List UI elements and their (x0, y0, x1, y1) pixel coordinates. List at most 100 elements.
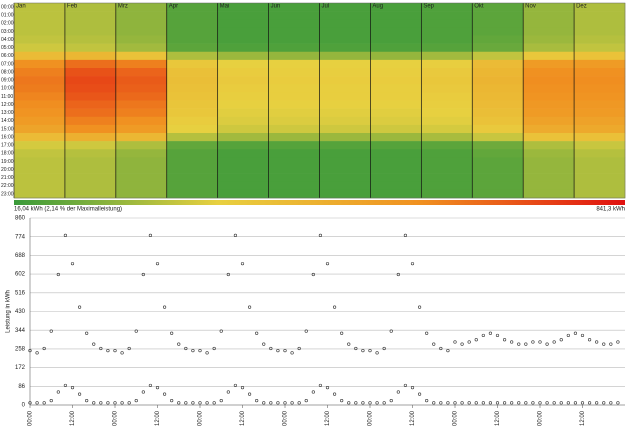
heat-cell (166, 108, 218, 118)
point (524, 342, 528, 346)
heat-cell (574, 76, 626, 85)
colorbar (14, 200, 625, 205)
heat-cell (268, 11, 320, 20)
point (510, 340, 514, 344)
point (502, 401, 507, 405)
heat-cell (472, 84, 524, 93)
heat-cell (14, 76, 66, 85)
x-tick-label: 00:00 (113, 410, 119, 426)
point (106, 401, 110, 405)
hour-label: 13:00 (1, 110, 14, 116)
point (552, 340, 556, 344)
point (382, 346, 386, 351)
y-tick-label: 172 (15, 365, 26, 371)
heat-cell (166, 133, 218, 142)
point (432, 401, 436, 405)
heat-cell (217, 149, 269, 158)
month-label: Dez (576, 4, 587, 10)
x-tick-label: 12:00 (495, 410, 501, 426)
point (290, 401, 294, 405)
heat-cell (268, 76, 320, 85)
heat-cell (115, 108, 168, 118)
heat-cell (574, 68, 626, 77)
heat-cell (370, 141, 422, 150)
heat-cell (14, 59, 66, 69)
heat-cell (268, 35, 320, 44)
x-tick-label: 00:00 (538, 410, 544, 426)
point (587, 401, 592, 405)
heat-cell (14, 181, 66, 191)
heat-cell (166, 116, 218, 126)
heat-cell (421, 59, 473, 69)
heat-cell (472, 76, 524, 85)
hour-label: 04:00 (1, 37, 14, 43)
point (488, 331, 493, 335)
month-label: Aug (372, 4, 383, 10)
heat-cell (421, 3, 473, 12)
point (148, 233, 153, 237)
point (318, 233, 323, 237)
month-label: Jun (271, 4, 281, 10)
heat-cell (574, 165, 626, 174)
heat-cell (523, 11, 575, 20)
point (616, 401, 620, 405)
heat-cell (268, 189, 320, 199)
heat-cell (217, 92, 269, 101)
point (240, 386, 245, 390)
point (198, 349, 202, 353)
heat-cell (217, 51, 269, 61)
heat-cell (574, 43, 626, 53)
heat-cell (421, 51, 473, 61)
x-tick-label: 12:00 (240, 410, 246, 426)
point (595, 401, 599, 405)
heat-cell (472, 27, 524, 36)
heat-cell (472, 124, 524, 134)
heat-cell (268, 173, 320, 183)
heat-cell (166, 3, 218, 12)
point (425, 331, 429, 335)
heat-cell (115, 141, 168, 150)
point (226, 272, 230, 277)
heat-cell (217, 173, 269, 183)
heat-cell (115, 181, 168, 191)
heat-cell (319, 19, 371, 28)
heat-cell (421, 35, 473, 44)
heat-cell (166, 92, 218, 101)
point (283, 349, 287, 353)
heat-cell (523, 84, 575, 93)
heat-cell (523, 100, 575, 109)
heat-cell (64, 43, 117, 53)
point (134, 329, 138, 333)
point (474, 338, 478, 342)
point (325, 262, 330, 266)
heat-cell (574, 149, 626, 158)
heat-cell (523, 76, 575, 85)
y-tick-label: 860 (15, 216, 26, 222)
heat-cell (166, 141, 218, 150)
point (191, 349, 195, 353)
heat-cell (64, 51, 117, 61)
point (28, 349, 32, 353)
heat-cell (268, 141, 320, 150)
heat-cell (64, 133, 117, 142)
point (311, 390, 315, 394)
heat-cell (319, 76, 371, 85)
point (396, 272, 400, 277)
point (538, 401, 542, 405)
heat-cell (268, 157, 320, 166)
heat-cell (319, 149, 371, 158)
heat-cell (472, 189, 524, 199)
point (269, 346, 273, 351)
point (340, 399, 344, 403)
heat-cell (370, 133, 422, 142)
point (573, 331, 578, 335)
heat-cell (319, 92, 371, 101)
point (170, 399, 174, 403)
point (453, 401, 457, 405)
heat-cell (472, 116, 524, 126)
point (361, 349, 365, 353)
heat-cell (64, 35, 117, 44)
heat-cell (14, 108, 66, 118)
point (545, 342, 549, 346)
heat-cell (523, 92, 575, 101)
